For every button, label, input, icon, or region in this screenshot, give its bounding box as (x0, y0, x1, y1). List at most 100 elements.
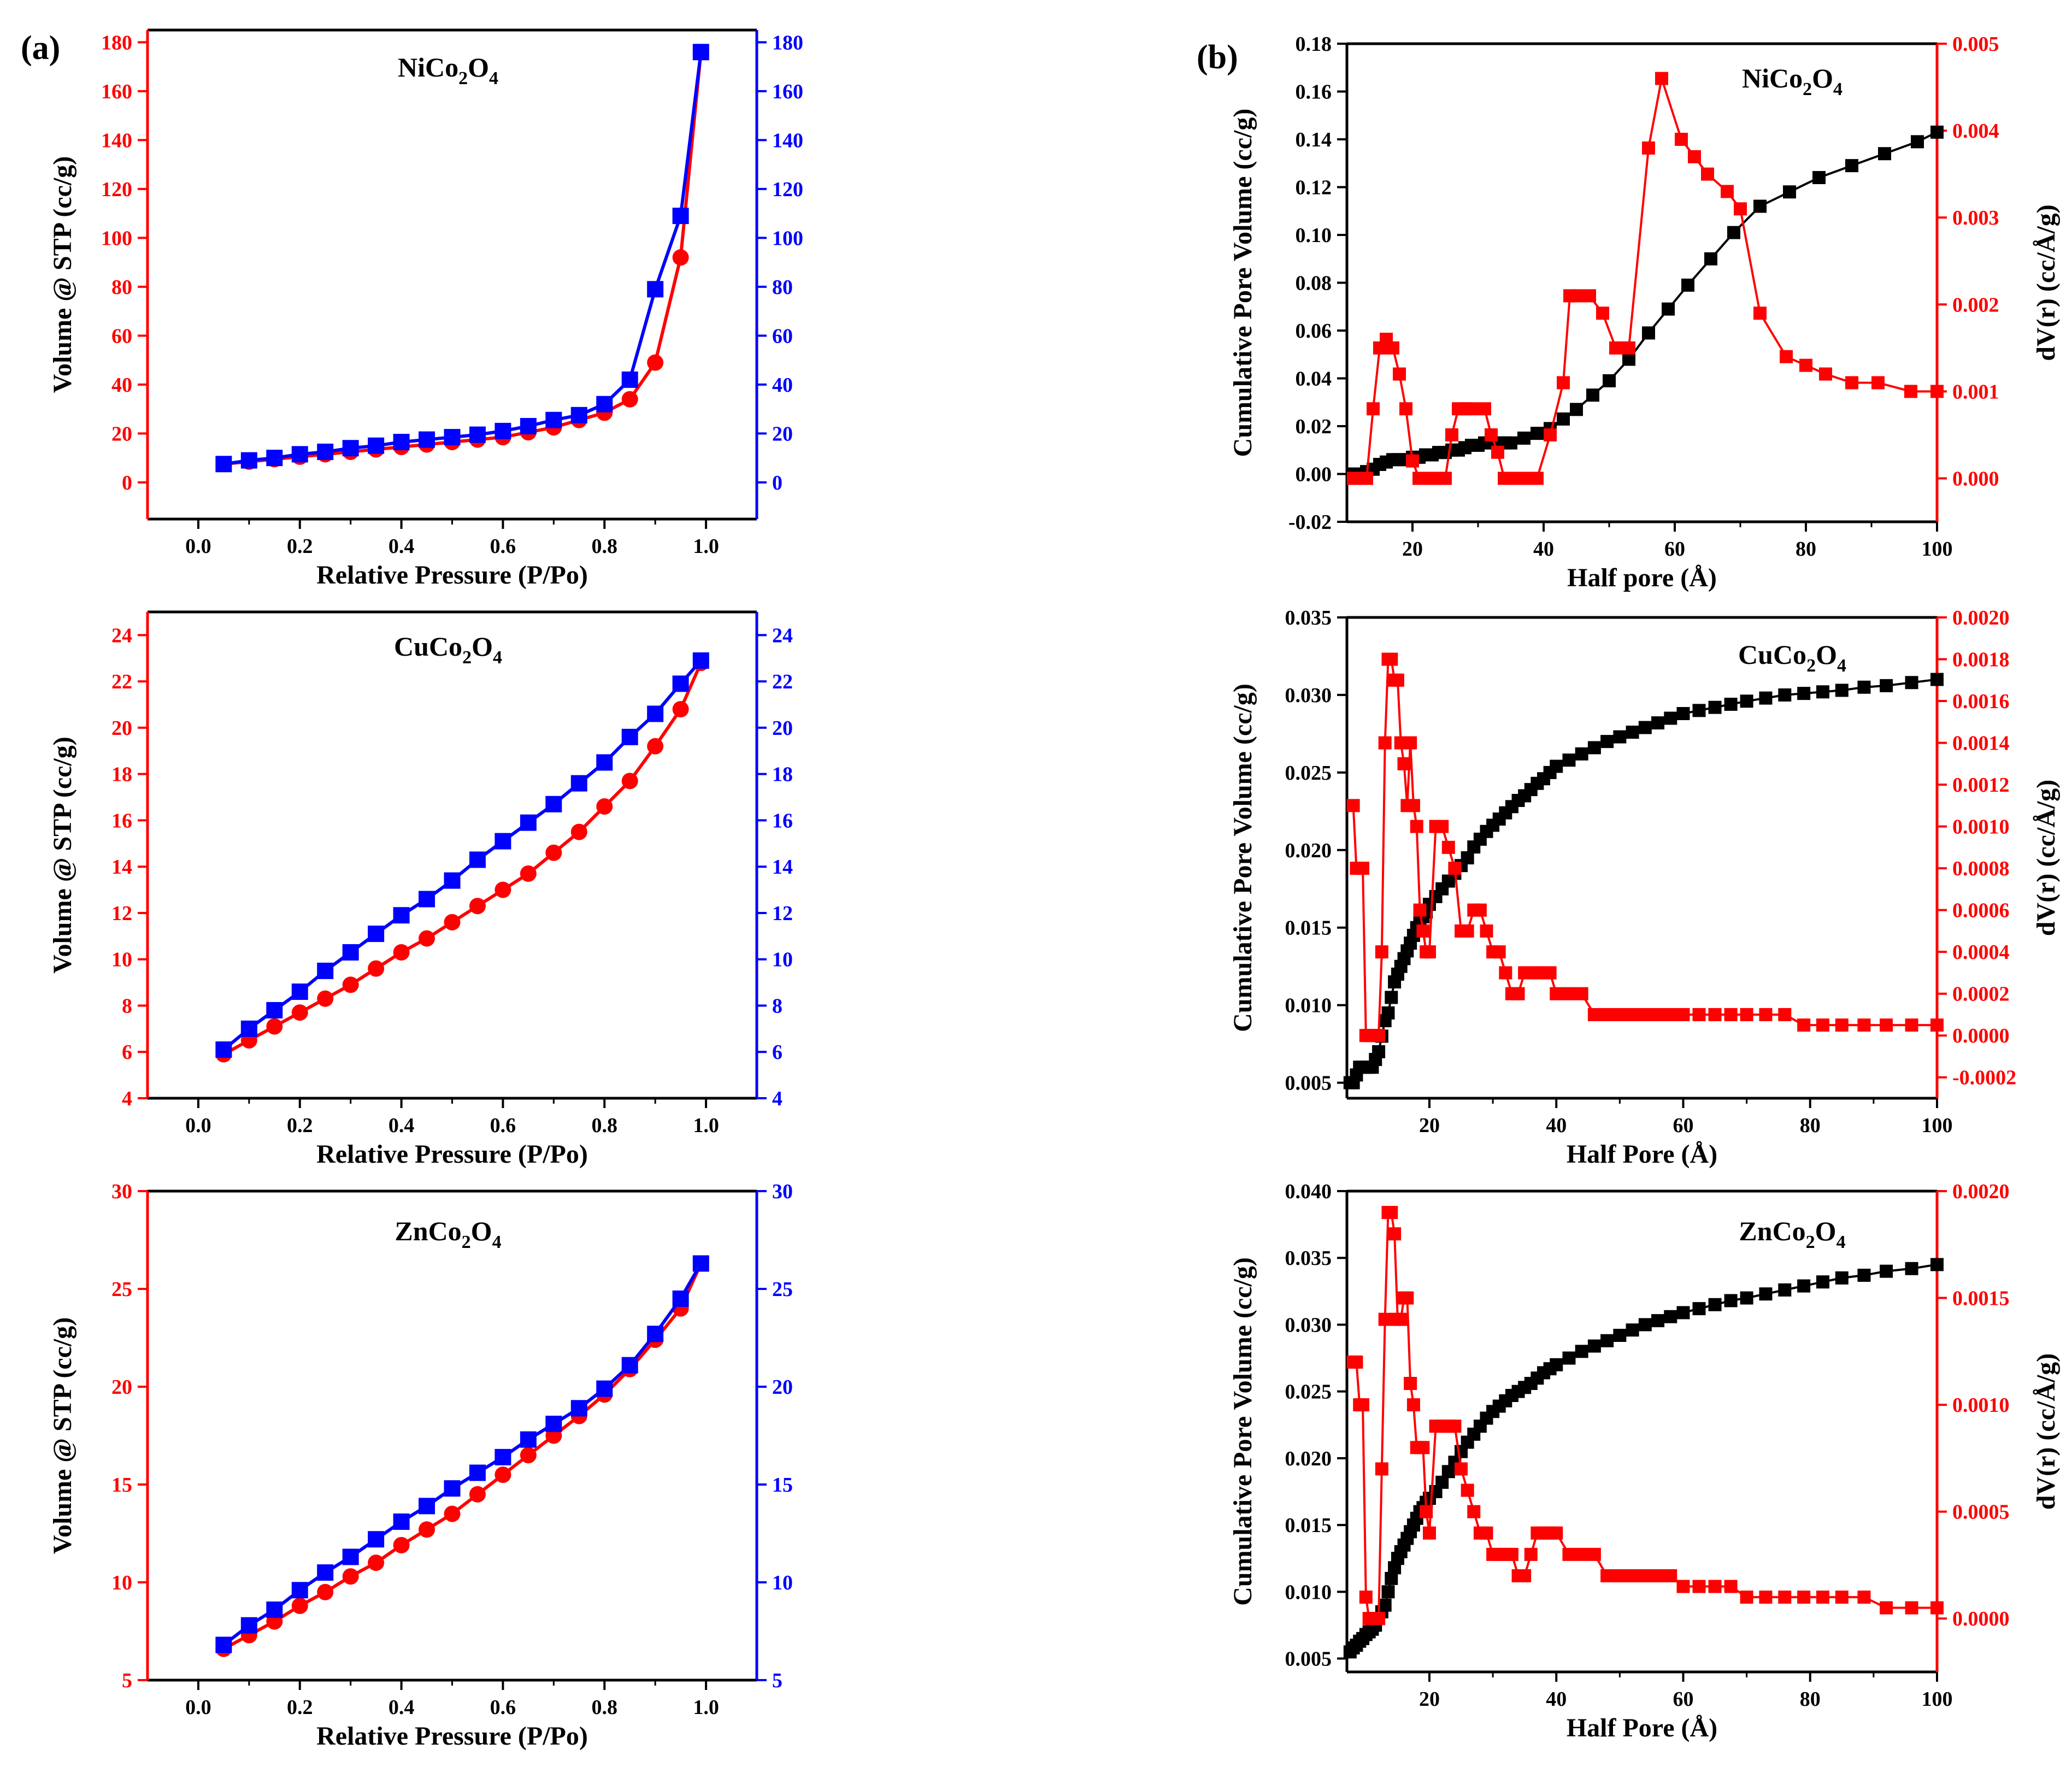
data-point-square (1455, 1462, 1468, 1476)
x-tick-label: 0.6 (490, 1696, 516, 1719)
data-point-square (1816, 685, 1829, 699)
data-point-square (1367, 402, 1380, 416)
y-right-tick-label: 12 (772, 902, 793, 925)
data-point-square (1857, 680, 1871, 694)
data-point-square (342, 1548, 359, 1565)
data-point-circle (469, 898, 486, 915)
data-point-square (1845, 376, 1858, 390)
y-left-tick-label: 0.025 (1285, 1381, 1332, 1404)
y-right-tick-label: 0.0014 (1952, 732, 2010, 755)
y-left-tick-label: 0.00 (1296, 463, 1332, 486)
data-point-square (1416, 1441, 1430, 1454)
data-point-square (1467, 1505, 1481, 1518)
data-point-square (291, 983, 308, 1000)
data-point-square (621, 371, 638, 388)
y-left-tick-label: -0.02 (1288, 511, 1332, 534)
y-axis-label: Cumulative Pore Volume (cc/g) (1228, 1257, 1257, 1606)
data-point-square (266, 1002, 283, 1018)
title-subscript: 2 (1803, 79, 1812, 99)
data-point-square (291, 446, 308, 463)
data-point-square (1511, 987, 1525, 1000)
data-point-square (1905, 1018, 1918, 1032)
y-axis-label: Volume @ STP (cc/g) (48, 1317, 77, 1554)
data-point-square (621, 728, 638, 745)
data-point-circle (291, 1597, 308, 1614)
data-point-square (1930, 673, 1944, 686)
y-left-tick-label: 0.12 (1296, 176, 1332, 199)
y-axis-label: Cumulative Pore Volume (cc/g) (1228, 684, 1257, 1032)
data-point-square (621, 1357, 638, 1374)
data-point-square (672, 1290, 689, 1307)
data-point-square (1930, 1258, 1944, 1271)
y-right-tick-label: 120 (772, 178, 803, 201)
data-point-square (1562, 987, 1576, 1000)
data-point-square (1492, 945, 1506, 959)
y-left-tick-label: 0.025 (1285, 762, 1332, 785)
y-left-tick-label: 40 (111, 374, 132, 397)
data-point-square (291, 1582, 308, 1599)
y-left-tick-label: 0.020 (1285, 839, 1332, 862)
y-right-tick-label: 0.0010 (1952, 816, 2010, 839)
x-tick-label: 0.4 (388, 1696, 415, 1719)
data-point-square (1692, 1008, 1706, 1021)
data-point-square (342, 944, 359, 961)
data-point-square (1356, 862, 1370, 875)
data-point-square (1613, 730, 1627, 744)
data-point-square (1393, 367, 1406, 381)
data-point-square (570, 407, 587, 423)
data-point-square (1651, 1569, 1665, 1582)
data-point-square (1461, 1483, 1474, 1497)
data-point-square (1835, 1271, 1849, 1285)
data-point-square (1655, 72, 1668, 85)
data-point-circle (291, 1004, 308, 1021)
data-point-square (1708, 1008, 1722, 1021)
data-point-square (215, 1636, 232, 1653)
data-point-square (1406, 454, 1419, 468)
data-point-square (469, 1464, 486, 1481)
y-left-tick-label: 0.16 (1296, 81, 1332, 104)
data-point-square (1600, 1569, 1614, 1582)
data-point-square (1930, 125, 1944, 139)
y-right-tick-label: 0.0010 (1952, 1394, 2010, 1417)
data-point-square (1570, 289, 1583, 303)
data-point-square (1626, 1008, 1639, 1021)
y-right-tick-label: 0.0016 (1952, 690, 2010, 713)
y-left-tick-label: 0.010 (1285, 994, 1332, 1017)
x-tick-label: 20 (1402, 538, 1423, 561)
y-right-tick-label: 25 (772, 1278, 793, 1301)
y-right-tick-label: 0.0004 (1952, 941, 2010, 964)
data-point-circle (621, 773, 638, 790)
data-point-square (1404, 1377, 1417, 1390)
data-point-square (1676, 1580, 1690, 1593)
y-left-tick-label: 0.010 (1285, 1581, 1332, 1604)
data-point-circle (393, 1536, 410, 1553)
data-point-square (1905, 676, 1918, 690)
y-right-tick-label: 20 (772, 1376, 793, 1399)
data-point-square (1626, 1323, 1639, 1337)
data-point-square (1406, 1398, 1420, 1412)
y-left-tick-label: 0.015 (1285, 1514, 1332, 1537)
data-point-square (1857, 1018, 1871, 1032)
y-left-tick-label: 0.030 (1285, 684, 1332, 707)
data-point-square (1404, 736, 1417, 750)
x-axis-label: Half pore (Å) (1567, 563, 1717, 592)
data-point-square (342, 440, 359, 457)
data-point-square (1708, 1298, 1722, 1311)
data-point-square (1664, 711, 1677, 725)
data-point-square (1480, 1526, 1493, 1540)
data-point-square (1550, 987, 1563, 1000)
x-tick-label: 60 (1673, 1114, 1693, 1137)
data-point-circle (342, 976, 359, 993)
chart-title: NiCo2O4 (398, 52, 498, 89)
y-right-tick-label: 0.0018 (1952, 649, 2010, 672)
x-tick-label: 1.0 (693, 1696, 719, 1719)
data-point-square (1724, 1580, 1738, 1593)
y-left-tick-label: 4 (122, 1087, 132, 1110)
data-point-square (1651, 1314, 1665, 1328)
data-point-square (1587, 1547, 1601, 1561)
x-axis-label: Relative Pressure (P/Po) (316, 1140, 588, 1169)
data-point-square (1819, 367, 1832, 381)
y-right-tick-label: 0.0020 (1952, 1180, 2010, 1203)
data-point-square (1638, 721, 1652, 734)
data-point-square (1759, 1591, 1773, 1604)
